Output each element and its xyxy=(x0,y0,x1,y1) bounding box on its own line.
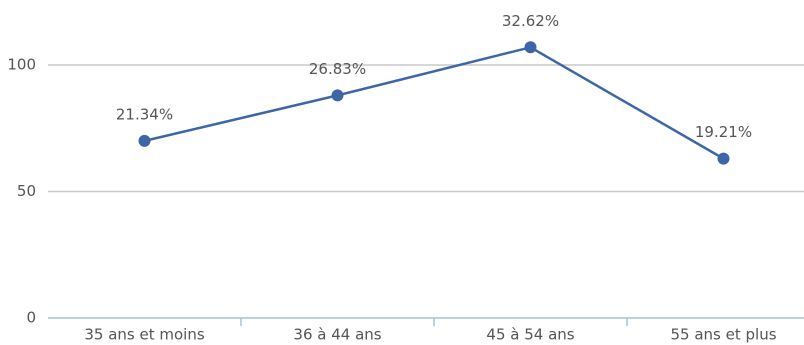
x-tick-label: 45 à 54 ans xyxy=(486,326,574,344)
data-label: 19.21% xyxy=(695,123,752,141)
marker xyxy=(138,134,151,147)
y-tick-label: 100 xyxy=(7,56,36,74)
data-label: 26.83% xyxy=(309,60,366,78)
data-label: 32.62% xyxy=(502,12,559,30)
marker xyxy=(717,152,730,165)
x-tick-label: 35 ans et moins xyxy=(84,326,204,344)
marker xyxy=(331,89,344,102)
marker xyxy=(524,41,537,54)
y-tick-label: 50 xyxy=(17,182,36,200)
x-tick-label: 55 ans et plus xyxy=(670,326,776,344)
x-tick-label: 36 à 44 ans xyxy=(293,326,381,344)
line xyxy=(144,45,725,160)
data-label: 21.34% xyxy=(116,105,173,123)
y-tick-label: 0 xyxy=(26,309,36,327)
